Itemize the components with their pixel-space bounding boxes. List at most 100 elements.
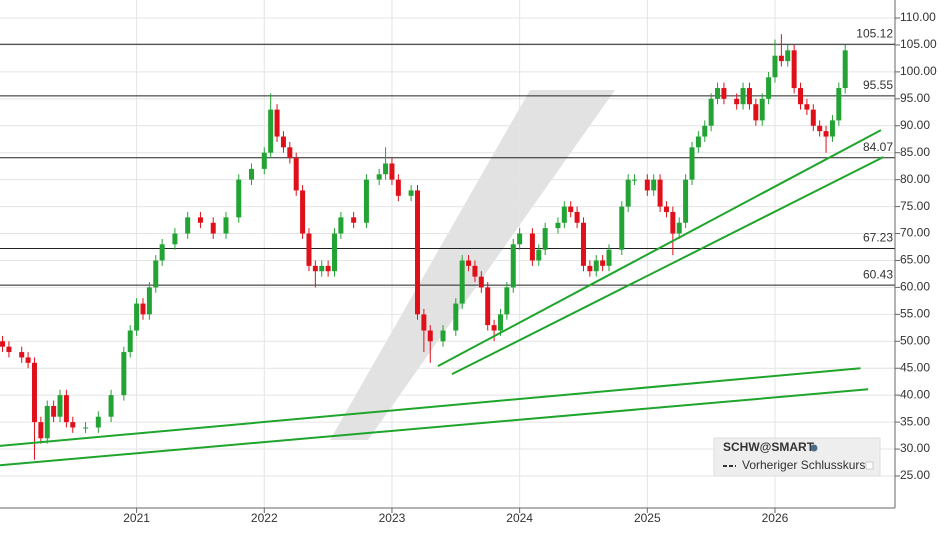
candle-body: [644, 179, 650, 191]
candle-body: [453, 303, 459, 331]
candle-body: [817, 125, 823, 132]
x-tick-label: 2024: [506, 511, 533, 525]
legend-label: Vorheriger Schlusskurs: [742, 458, 865, 472]
candle-body: [332, 233, 338, 272]
candle-body: [759, 98, 765, 121]
candle-body: [153, 260, 159, 288]
y-tick-label: 75.00: [900, 199, 930, 213]
y-tick-label: 25.00: [900, 468, 930, 482]
candle-body: [734, 98, 740, 105]
candle-body: [300, 190, 306, 234]
candle-body: [172, 233, 178, 245]
candle-body: [485, 287, 491, 326]
y-tick-label: 105.00: [900, 37, 937, 51]
candle-body: [408, 190, 414, 196]
candle-body: [772, 55, 778, 78]
x-tick-label: 2023: [379, 511, 406, 525]
candle-body: [491, 325, 497, 331]
level-label: 67.23: [863, 231, 893, 245]
trend-line: [0, 388, 869, 467]
candle-body: [510, 244, 516, 288]
candle-body: [740, 88, 746, 105]
candle-body: [632, 179, 638, 181]
candle-body: [383, 163, 389, 175]
candle-body: [127, 330, 133, 353]
candle-body: [146, 287, 152, 315]
candle-body: [651, 179, 657, 191]
candle-body: [657, 179, 663, 207]
candle-body: [261, 152, 267, 169]
level-label: 95.55: [863, 78, 893, 92]
legend-box: [713, 437, 881, 477]
candle-body: [134, 303, 140, 331]
candle-body: [223, 217, 229, 234]
candle-body: [619, 206, 625, 250]
candle-body: [306, 233, 312, 266]
candle-body: [663, 206, 669, 212]
candle-body: [427, 330, 433, 342]
candle-body: [517, 233, 523, 245]
candle-body: [19, 352, 25, 358]
candle-body: [121, 352, 127, 396]
level-label: 60.43: [863, 267, 893, 281]
candle-body: [721, 88, 727, 99]
candle-body: [715, 88, 721, 99]
candle-body: [236, 179, 242, 218]
trend-line: [0, 367, 861, 447]
candle-body: [159, 244, 165, 261]
candle-body: [766, 77, 772, 99]
candle-body: [823, 131, 829, 137]
candle-body: [376, 174, 382, 180]
candle-body: [31, 362, 37, 423]
candle-body: [63, 395, 69, 423]
candle-body: [472, 265, 478, 277]
candle-body: [746, 88, 752, 105]
candle-body: [185, 217, 191, 234]
candle-body: [44, 405, 50, 439]
candle-body: [542, 228, 548, 250]
candle-body: [83, 427, 89, 429]
y-tick-label: 70.00: [900, 226, 930, 240]
candle-body: [478, 276, 484, 288]
candle-body: [497, 314, 503, 331]
candle-body: [363, 179, 369, 223]
x-tick-label: 2026: [762, 511, 789, 525]
y-tick-label: 55.00: [900, 307, 930, 321]
candle-body: [25, 357, 31, 363]
y-tick-label: 95.00: [900, 91, 930, 105]
candle-body: [466, 260, 472, 266]
candle-body: [791, 50, 797, 89]
y-tick-label: 65.00: [900, 253, 930, 267]
candle-body: [600, 260, 606, 266]
candle-body: [574, 211, 580, 223]
candle-body: [676, 222, 682, 234]
candle-body: [389, 163, 395, 180]
legend-icon: [810, 444, 818, 452]
candle-body: [580, 222, 586, 266]
trend-line: [437, 129, 882, 367]
x-tick-label: 2021: [123, 511, 150, 525]
x-tick-label: 2022: [251, 511, 278, 525]
candle-body: [670, 211, 676, 234]
trend-line: [451, 156, 884, 376]
candle-body: [140, 303, 146, 315]
legend-title: SCHW@SMART: [723, 440, 815, 454]
candle-body: [810, 109, 816, 126]
y-tick-label: 80.00: [900, 172, 930, 186]
watermark: [330, 90, 615, 440]
candle-body: [778, 55, 784, 62]
candle-body: [593, 260, 599, 272]
y-tick-label: 30.00: [900, 441, 930, 455]
candle-body: [108, 395, 114, 417]
candle-body: [70, 422, 76, 428]
candle-body: [210, 222, 216, 234]
candle-body: [197, 217, 203, 223]
y-tick-label: 50.00: [900, 333, 930, 347]
candle-body: [274, 109, 280, 137]
candle-body: [0, 341, 6, 347]
candle-body: [798, 88, 804, 105]
candle-body: [421, 314, 427, 331]
candle-body: [561, 206, 567, 223]
legend-checkbox: [865, 461, 874, 470]
